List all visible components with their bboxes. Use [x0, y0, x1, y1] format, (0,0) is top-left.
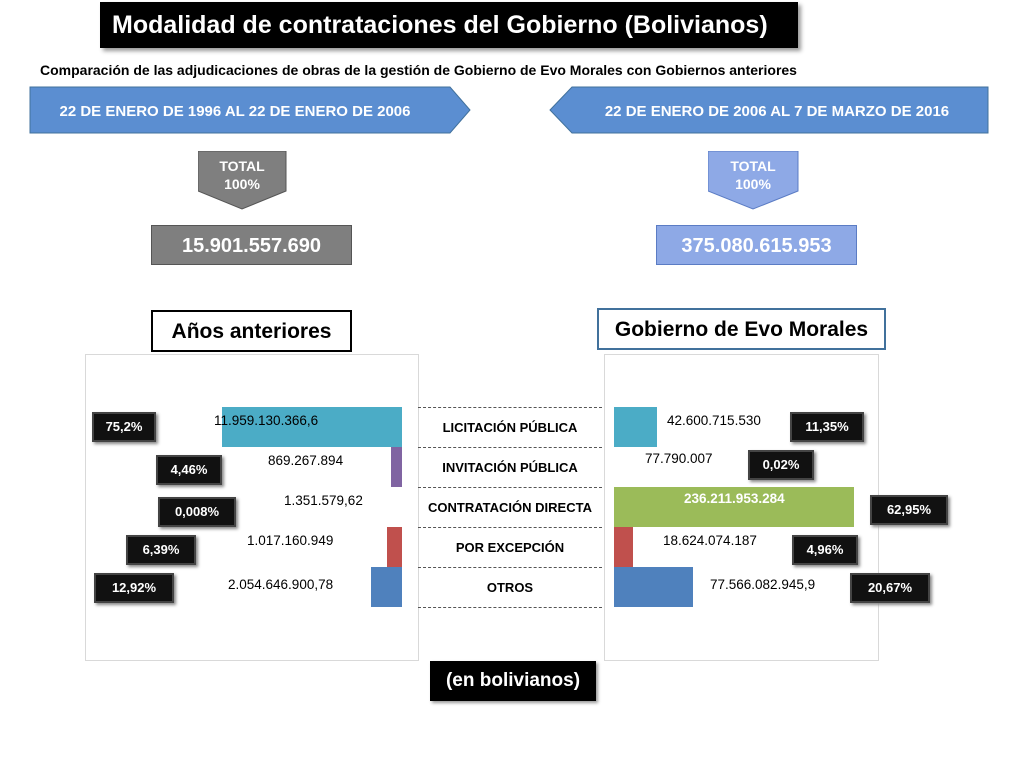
category-label: POR EXCEPCIÓN — [455, 540, 565, 555]
value-label-right: 42.600.715.530 — [667, 413, 761, 428]
right-total-arrow: TOTAL 100% — [708, 151, 799, 210]
right-total-value: 375.080.615.953 — [656, 225, 857, 265]
right-period-label: 22 DE ENERO DE 2006 AL 7 DE MARZO DE 201… — [605, 103, 949, 120]
percent-badge-left: 0,008% — [158, 497, 236, 527]
value-label-right: 18.624.074.187 — [663, 533, 757, 548]
left-total-label-1: TOTAL — [219, 158, 265, 174]
percent-badge-left: 75,2% — [92, 412, 156, 442]
right-total-label-1: TOTAL — [730, 158, 776, 174]
bar-left — [386, 527, 402, 567]
category-divider — [418, 567, 602, 568]
category-label: OTROS — [486, 580, 534, 595]
percent-badge-left: 4,46% — [156, 455, 222, 485]
category-divider — [418, 447, 602, 448]
percent-badge-right: 0,02% — [748, 450, 814, 480]
percent-badge-right: 62,95% — [870, 495, 948, 525]
left-total-label-2: 100% — [224, 176, 260, 192]
bar-left — [370, 567, 402, 607]
left-total-arrow: TOTAL 100% — [198, 151, 287, 210]
category-divider — [418, 527, 602, 528]
left-chart-panel — [85, 354, 419, 661]
bar-right — [614, 567, 693, 607]
right-period-arrow: 22 DE ENERO DE 2006 AL 7 DE MARZO DE 201… — [549, 86, 989, 134]
bar-left — [221, 407, 402, 447]
category-divider — [418, 487, 602, 488]
percent-badge-right: 20,67% — [850, 573, 930, 603]
value-label-left: 1.351.579,62 — [284, 493, 363, 508]
category-divider — [418, 607, 602, 608]
unit-note: (en bolivianos) — [430, 661, 596, 701]
left-period-arrow: 22 DE ENERO DE 1996 AL 22 DE ENERO DE 20… — [29, 86, 471, 134]
category-divider — [418, 407, 602, 408]
percent-badge-left: 12,92% — [94, 573, 174, 603]
value-label-left: 1.017.160.949 — [247, 533, 334, 548]
value-label-right: 77.790.007 — [645, 451, 713, 466]
bar-left — [391, 447, 402, 487]
category-label: CONTRATACIÓN DIRECTA — [428, 500, 592, 515]
value-label-left: 2.054.646.900,78 — [228, 577, 334, 592]
percent-badge-right: 11,35% — [790, 412, 864, 442]
value-label-right: 77.566.082.945,9 — [710, 577, 816, 592]
page-title: Modalidad de contrataciones del Gobierno… — [100, 2, 798, 48]
value-label-right: 236.211.953.284 — [684, 491, 785, 506]
bar-right — [614, 527, 633, 567]
percent-badge-left: 6,39% — [126, 535, 196, 565]
bar-right — [614, 487, 854, 527]
value-label-left: 869.267.894 — [268, 453, 344, 468]
percent-badge-right: 4,96% — [792, 535, 858, 565]
left-panel-heading: Años anteriores — [151, 310, 352, 352]
page-subtitle: Comparación de las adjudicaciones de obr… — [40, 62, 797, 78]
right-total-label-2: 100% — [735, 176, 771, 192]
bar-right — [614, 407, 658, 447]
category-label: INVITACIÓN PÚBLICA — [442, 460, 578, 475]
right-panel-heading: Gobierno de Evo Morales — [597, 308, 886, 350]
value-label-left: 11.959.130.366,6 — [214, 413, 319, 428]
left-total-value: 15.901.557.690 — [151, 225, 352, 265]
category-label: LICITACIÓN PÚBLICA — [442, 420, 578, 435]
left-period-label: 22 DE ENERO DE 1996 AL 22 DE ENERO DE 20… — [60, 103, 411, 120]
